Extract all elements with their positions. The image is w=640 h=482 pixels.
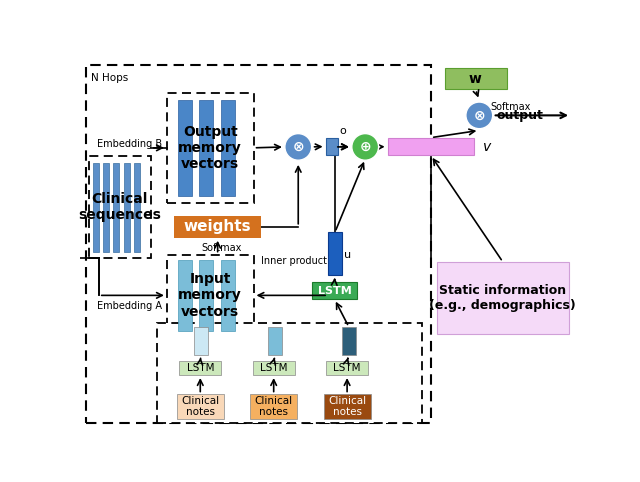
FancyBboxPatch shape: [326, 361, 368, 375]
Text: LSTM: LSTM: [186, 363, 214, 373]
Text: Output
memory
vectors: Output memory vectors: [179, 125, 242, 171]
Ellipse shape: [466, 102, 493, 129]
Text: weights: weights: [184, 219, 252, 234]
FancyBboxPatch shape: [342, 327, 356, 355]
Text: Static information
(e.g., demographics): Static information (e.g., demographics): [429, 284, 576, 312]
Text: Inner product: Inner product: [261, 256, 327, 266]
Text: Clinical
notes: Clinical notes: [181, 396, 220, 417]
FancyBboxPatch shape: [312, 282, 356, 299]
FancyBboxPatch shape: [199, 260, 213, 331]
Ellipse shape: [352, 134, 379, 160]
Text: Input
memory
vectors: Input memory vectors: [179, 272, 242, 319]
FancyBboxPatch shape: [86, 65, 431, 423]
FancyBboxPatch shape: [124, 163, 130, 252]
FancyBboxPatch shape: [89, 156, 151, 258]
FancyBboxPatch shape: [199, 100, 213, 196]
FancyBboxPatch shape: [221, 100, 235, 196]
FancyBboxPatch shape: [174, 215, 261, 238]
FancyBboxPatch shape: [179, 361, 221, 375]
Text: Clinical
notes: Clinical notes: [255, 396, 292, 417]
FancyBboxPatch shape: [177, 394, 224, 418]
Text: Embedding B: Embedding B: [97, 138, 163, 148]
FancyBboxPatch shape: [328, 232, 342, 275]
FancyBboxPatch shape: [194, 327, 208, 355]
Text: Softmax: Softmax: [202, 243, 242, 253]
Text: ⊗: ⊗: [292, 140, 304, 154]
Text: output: output: [497, 109, 543, 122]
Text: v: v: [483, 140, 492, 154]
Text: LSTM: LSTM: [333, 363, 361, 373]
FancyBboxPatch shape: [269, 327, 282, 355]
Text: Softmax: Softmax: [491, 102, 531, 112]
FancyBboxPatch shape: [326, 138, 338, 156]
FancyBboxPatch shape: [221, 260, 235, 331]
Text: LSTM: LSTM: [260, 363, 287, 373]
FancyBboxPatch shape: [93, 163, 99, 252]
Text: w: w: [469, 72, 482, 86]
Ellipse shape: [285, 134, 312, 160]
Text: o: o: [339, 126, 346, 136]
FancyBboxPatch shape: [134, 163, 140, 252]
FancyBboxPatch shape: [167, 254, 253, 336]
Text: u: u: [344, 250, 351, 259]
FancyBboxPatch shape: [250, 394, 297, 418]
Text: Clinical
sequences: Clinical sequences: [79, 192, 161, 222]
FancyBboxPatch shape: [445, 68, 507, 89]
Text: N Hops: N Hops: [91, 73, 128, 83]
FancyBboxPatch shape: [113, 163, 120, 252]
Text: ⊕: ⊕: [360, 140, 371, 154]
FancyBboxPatch shape: [253, 361, 295, 375]
FancyBboxPatch shape: [388, 138, 474, 156]
FancyBboxPatch shape: [167, 93, 253, 202]
FancyBboxPatch shape: [178, 100, 191, 196]
Text: LSTM: LSTM: [317, 286, 351, 296]
FancyBboxPatch shape: [437, 262, 568, 335]
FancyBboxPatch shape: [178, 260, 191, 331]
FancyBboxPatch shape: [103, 163, 109, 252]
Text: Embedding A: Embedding A: [97, 301, 163, 311]
Text: Clinical
notes: Clinical notes: [328, 396, 366, 417]
Text: ⊗: ⊗: [474, 108, 485, 122]
FancyBboxPatch shape: [324, 394, 371, 418]
FancyBboxPatch shape: [157, 323, 422, 423]
